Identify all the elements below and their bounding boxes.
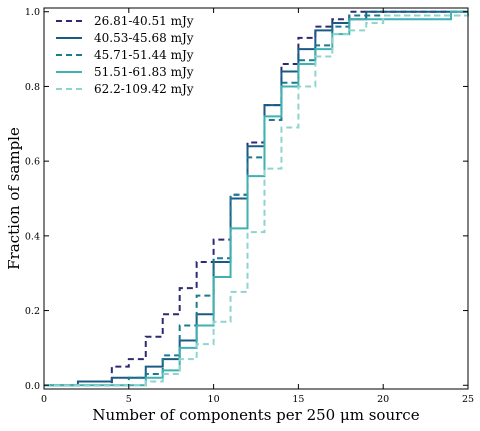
x-tick-label: 20 xyxy=(377,394,389,405)
series-layer xyxy=(44,10,469,387)
y-tick-label: 0.4 xyxy=(25,231,40,242)
legend-label-3: 45.71-51.44 mJy xyxy=(94,48,194,62)
x-tick-label: 15 xyxy=(292,394,304,405)
y-tick-label: 1.0 xyxy=(25,7,40,18)
legend-label-2: 40.53-45.68 mJy xyxy=(94,31,194,45)
y-tick-label: 0.8 xyxy=(25,82,40,93)
ticks-layer: 0 5 10 15 20 25 0.0 0.2 0.4 0.6 0.8 1.0 xyxy=(25,7,474,405)
y-tick-label: 0.2 xyxy=(25,306,40,317)
y-axis-label: Fraction of sample xyxy=(5,127,23,270)
y-tick-label: 0.0 xyxy=(25,381,40,392)
legend-label-4: 51.51-61.83 mJy xyxy=(94,65,194,79)
legend-label-5: 62.2-109.42 mJy xyxy=(94,82,194,96)
x-axis-label: Number of components per 250 μm source xyxy=(92,406,419,424)
legend-label-1: 26.81-40.51 mJy xyxy=(94,14,194,28)
x-tick-label: 25 xyxy=(462,394,474,405)
x-tick-label: 10 xyxy=(208,394,220,405)
x-tick-label: 0 xyxy=(41,394,47,405)
series-line-5 xyxy=(44,11,469,387)
legend: 26.81-40.51 mJy 40.53-45.68 mJy 45.71-51.4… xyxy=(56,14,194,96)
y-tick-label: 0.6 xyxy=(25,157,40,168)
plot-frame xyxy=(43,7,469,390)
series-line-2 xyxy=(44,10,468,387)
x-tick-label: 5 xyxy=(126,394,132,405)
